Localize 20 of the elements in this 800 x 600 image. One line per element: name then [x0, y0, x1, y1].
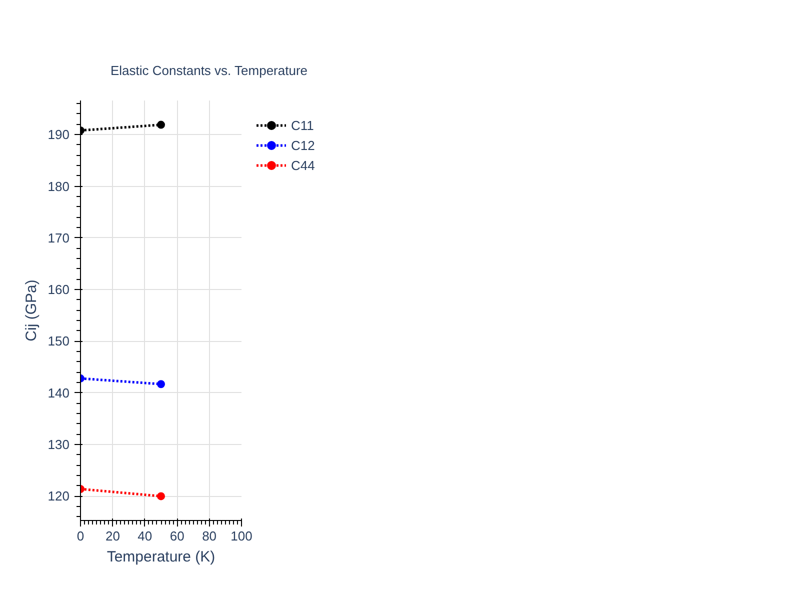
y-tick-label: 190	[48, 127, 70, 142]
y-tick-label: 150	[48, 334, 70, 349]
x-tick-label: 100	[230, 528, 252, 544]
x-tick-label: 60	[170, 528, 184, 544]
y-tick-label: 180	[48, 178, 70, 194]
legend-label: C44	[291, 158, 315, 172]
y-axis-title: Cij (GPa)	[22, 280, 40, 342]
x-tick-label: 80	[202, 528, 217, 544]
legend-label: C12	[291, 138, 315, 152]
y-tick-label: 130	[48, 437, 70, 452]
x-tick-label: 20	[105, 528, 120, 544]
x-tick-label: 0	[76, 528, 84, 544]
y-tick-label: 140	[48, 385, 70, 400]
y-tick-label: 120	[48, 488, 70, 504]
y-tick-label: 160	[48, 282, 70, 298]
x-tick-label: 40	[138, 528, 152, 544]
chart-title: Elastic Constants vs. Temperature	[110, 63, 308, 78]
legend-label: C11	[291, 118, 314, 132]
y-tick-label: 170	[48, 230, 70, 246]
x-axis-title: Temperature (K)	[106, 548, 216, 566]
